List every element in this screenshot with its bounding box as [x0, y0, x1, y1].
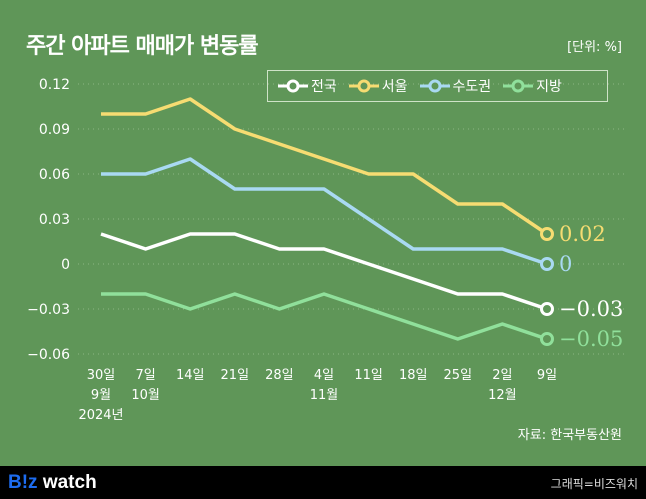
legend-item: 서울 [348, 76, 408, 96]
end-value-label: 0 [559, 252, 572, 276]
y-tick-label: 0.09 [39, 122, 70, 138]
legend-item: 전국 [278, 76, 337, 96]
x-tick-label: 4일 [314, 368, 334, 383]
legend-item: 지방 [503, 76, 562, 96]
y-tick-label: 0 [61, 257, 70, 273]
month-label: 12월 [488, 388, 517, 403]
x-tick-label: 18일 [399, 368, 428, 383]
legend-item: 수도권 [419, 76, 492, 96]
end-point-marker [540, 332, 554, 346]
line-chart: 0.12 0.09 0.06 0.03 0 −0.03 −0.06 30일 7일 14일 21일 28… [27, 77, 628, 423]
series-line-지방 [101, 292, 548, 341]
series-line-전국 [100, 232, 548, 311]
legend: 전국 서울 수도권 지방 [267, 70, 608, 102]
chart-title: 주간 아파트 매매가 변동률 [26, 34, 259, 59]
x-tick-label: 14일 [176, 368, 205, 383]
end-point-marker [540, 257, 554, 271]
legend-label: 수도권 [452, 79, 492, 95]
legend-label: 지방 [536, 79, 562, 95]
x-tick-label: 30일 [87, 368, 116, 383]
y-tick-label: −0.03 [27, 302, 70, 318]
x-tick-label: 28일 [265, 368, 294, 383]
month-label: 9월 [91, 388, 111, 403]
logo-part: B!z [8, 472, 38, 493]
legend-marker-icon [278, 79, 308, 93]
legend-label: 전국 [311, 79, 337, 95]
end-point-marker [540, 227, 554, 241]
legend-marker-icon [419, 79, 450, 93]
x-tick-label: 21일 [221, 368, 250, 383]
y-tick-label: 0.03 [39, 212, 70, 228]
x-tick-label: 9일 [537, 368, 557, 383]
y-tick-label: 0.06 [39, 167, 70, 183]
legend-marker-icon [348, 79, 379, 93]
end-value-label: 0.02 [559, 222, 606, 246]
y-tick-label: 0.12 [39, 77, 70, 93]
logo-part: watch [37, 472, 97, 493]
year-label: 2024년 [78, 408, 123, 423]
legend-marker-icon [503, 79, 534, 93]
legend-label: 서울 [381, 79, 408, 95]
unit-label: [단위: %] [567, 40, 622, 55]
source-label: 자료: 한국부동산원 [517, 428, 622, 443]
x-tick-label: 25일 [444, 368, 473, 383]
bizwatch-logo: B!z watch [8, 472, 97, 494]
x-tick-label: 2일 [492, 368, 512, 383]
month-label: 11월 [310, 388, 339, 403]
footer: B!z watch 그래픽=비즈워치 [0, 466, 646, 499]
end-point-marker [540, 302, 554, 316]
end-value-label: −0.05 [559, 327, 623, 351]
x-tick-label: 11일 [354, 368, 383, 383]
y-tick-label: −0.06 [27, 347, 70, 363]
x-tick-label: 7일 [135, 368, 155, 383]
end-value-label: −0.03 [559, 297, 623, 321]
month-label: 10월 [131, 388, 160, 403]
graphic-credit: 그래픽=비즈워치 [550, 477, 638, 491]
